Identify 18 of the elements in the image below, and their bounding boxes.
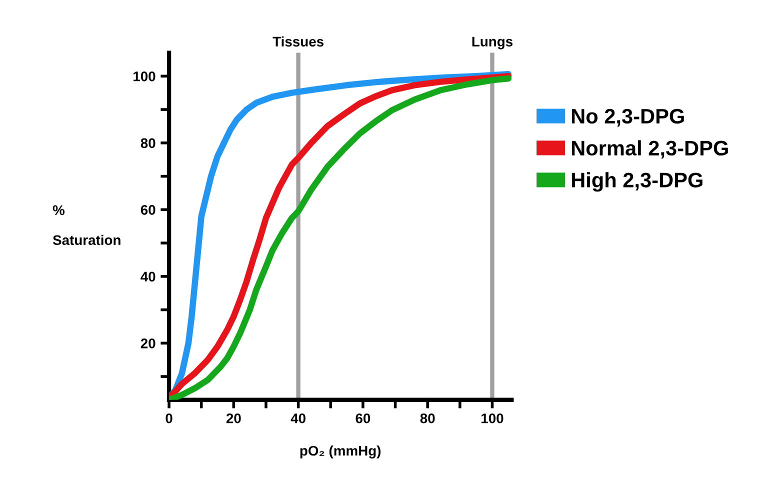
x-tick-label: 100 — [482, 413, 504, 424]
ref-line-label: Tissues — [272, 36, 324, 47]
y-tick-label: 100 — [134, 71, 156, 82]
x-tick-label: 40 — [290, 413, 306, 424]
x-tick-label: 80 — [420, 413, 435, 424]
legend-label: High 2,3-DPG — [572, 172, 702, 192]
x-tick-label: 20 — [226, 413, 241, 424]
x-axis-title: pO₂ (mmHg) — [300, 445, 381, 458]
y-tick-label: 60 — [140, 204, 156, 215]
y-tick-label: 80 — [140, 138, 156, 148]
x-tick-label: 0 — [166, 413, 172, 424]
legend-label: Normal 2,3-DPG — [572, 140, 728, 159]
y-tick-label: 20 — [140, 338, 156, 348]
text: % Saturation — [52, 205, 120, 246]
ref-line-label: Lungs — [472, 36, 513, 50]
legend-label: No 2,3-DPG — [572, 108, 684, 127]
x-tick-label: 60 — [356, 413, 370, 424]
y-tick-label: 40 — [140, 272, 156, 282]
